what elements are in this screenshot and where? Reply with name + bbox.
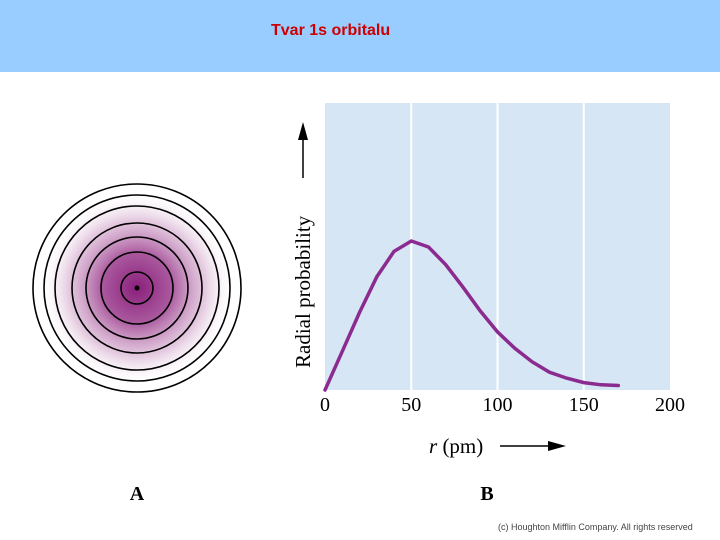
panel-a-label: A — [130, 483, 145, 505]
orbital-ring — [120, 271, 154, 305]
orbital-diagram — [32, 183, 242, 393]
y-axis-label: Radial probability — [291, 215, 315, 368]
nucleus-dot — [134, 285, 140, 291]
slide-title: Tvar 1s orbitalu — [271, 22, 391, 39]
orbital-ring — [43, 194, 231, 382]
x-axis-label-variable: r — [429, 434, 438, 458]
panel-b-label: B — [480, 483, 493, 505]
x-axis-label-unit: (pm) — [437, 434, 483, 458]
x-tick-label: 150 — [569, 394, 599, 416]
y-axis-arrow-head — [298, 122, 308, 140]
orbital-ring — [54, 205, 220, 371]
x-tick-labels: 0 50 100 150 200 — [320, 394, 685, 416]
slide-header — [0, 0, 720, 72]
x-axis-label: r (pm) — [429, 434, 483, 458]
orbital-rings — [32, 183, 242, 393]
orbital-ring — [100, 251, 174, 325]
grid-lines — [410, 103, 585, 390]
orbital-ring — [85, 236, 189, 340]
orbital-ring — [32, 183, 242, 393]
x-axis-arrow-head — [548, 441, 566, 451]
x-tick-label: 0 — [320, 394, 330, 416]
x-tick-label: 200 — [655, 394, 685, 416]
x-tick-label: 50 — [401, 394, 421, 416]
orbital-ring — [71, 222, 203, 354]
radial-probability-curve — [323, 239, 621, 392]
copyright-text: (c) Houghton Mifflin Company. All rights… — [498, 522, 693, 532]
radial-probability-chart: 0 50 100 150 200 Radial probability r (pm) — [291, 103, 685, 458]
x-tick-label: 100 — [483, 394, 513, 416]
